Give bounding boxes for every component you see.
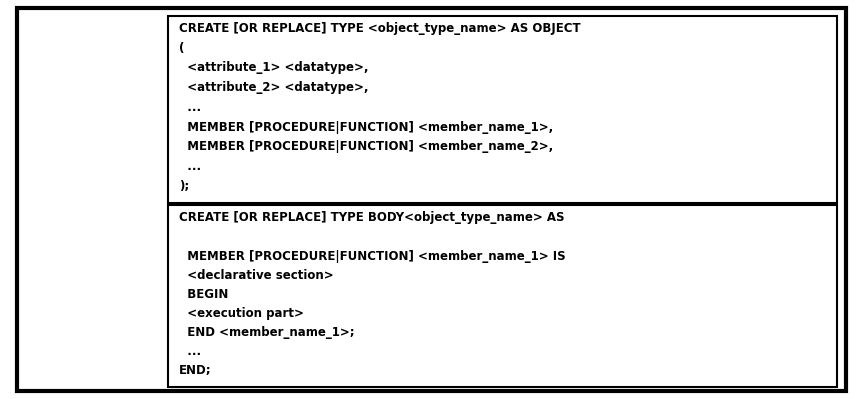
Text: MEMBER [PROCEDURE|FUNCTION] <member_name_1> IS: MEMBER [PROCEDURE|FUNCTION] <member_name… <box>179 250 565 263</box>
Text: );: ); <box>179 180 189 193</box>
Text: ...: ... <box>179 345 201 358</box>
Text: MEMBER [PROCEDURE|FUNCTION] <member_name_2>,: MEMBER [PROCEDURE|FUNCTION] <member_name… <box>179 140 553 153</box>
Text: <attribute_2> <datatype>,: <attribute_2> <datatype>, <box>179 81 369 94</box>
Text: <execution part>: <execution part> <box>179 307 304 320</box>
Text: <declarative section>: <declarative section> <box>179 269 333 282</box>
Text: CREATE [OR REPLACE] TYPE <object_type_name> AS OBJECT: CREATE [OR REPLACE] TYPE <object_type_na… <box>179 22 580 35</box>
Text: ...: ... <box>179 101 201 114</box>
Text: MEMBER [PROCEDURE|FUNCTION] <member_name_1>,: MEMBER [PROCEDURE|FUNCTION] <member_name… <box>179 120 553 134</box>
Text: <attribute_1> <datatype>,: <attribute_1> <datatype>, <box>179 61 369 75</box>
Text: (: ( <box>179 41 184 55</box>
Text: ...: ... <box>179 160 201 173</box>
Text: END <member_name_1>;: END <member_name_1>; <box>179 326 355 339</box>
Text: CREATE [OR REPLACE] TYPE BODY<object_type_name> AS: CREATE [OR REPLACE] TYPE BODY<object_typ… <box>179 211 564 225</box>
Bar <box>168 205 837 387</box>
Text: END;: END; <box>179 364 211 377</box>
Bar <box>168 16 837 203</box>
Text: BEGIN: BEGIN <box>179 288 228 301</box>
